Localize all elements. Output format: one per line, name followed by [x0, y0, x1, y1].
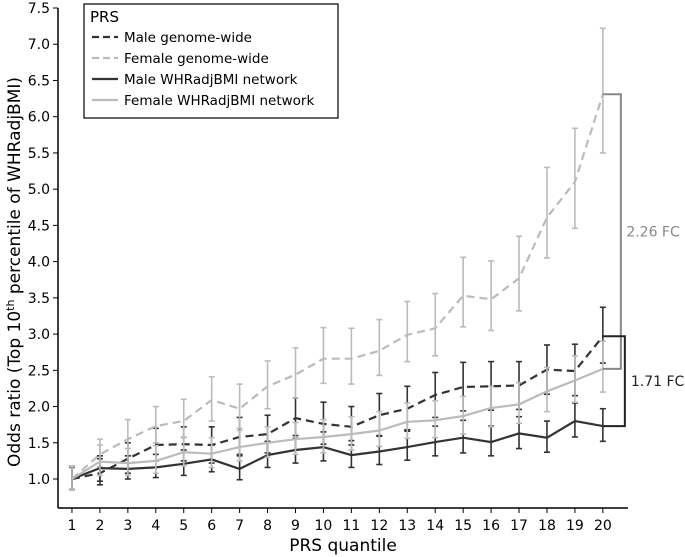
y-axis-title: Odds ratio (Top 10th percentile of WHRad…	[4, 77, 25, 467]
x-tick-label: 10	[315, 518, 333, 534]
x-tick-label: 12	[370, 518, 388, 534]
series-line	[71, 335, 604, 481]
y-tick-label: 1.5	[28, 436, 50, 452]
series-line	[71, 367, 604, 480]
x-tick-label: 17	[510, 518, 528, 534]
legend-items: Male genome-wide Female genome-wide Male W…	[92, 30, 314, 109]
y-ticks: 1.0 1.5 2.0 2.5 3.0 3.5 4.0 4.5 5.0 5.5 6.0 6.5 7.0 7…	[28, 1, 58, 488]
legend-item: Male WHRadjBMI network	[92, 72, 298, 88]
x-tick-label: 14	[426, 518, 444, 534]
y-tick-label: 2.0	[28, 400, 50, 416]
x-tick-label: 2	[95, 518, 104, 534]
y-tick-label: 6.0	[28, 110, 50, 126]
x-tick-label: 19	[566, 518, 584, 534]
y-tick-label: 7.5	[28, 1, 50, 17]
x-ticks: 1 2 3 4 5 6 7 8 9 10 11 12 13 14 15 16 17 18 19 20	[68, 508, 612, 534]
x-tick-label: 20	[594, 518, 612, 534]
legend-item: Female WHRadjBMI network	[92, 93, 314, 109]
x-tick-label: 13	[398, 518, 416, 534]
y-axis-title-superscript: th	[4, 300, 17, 311]
x-tick-label: 9	[291, 518, 300, 534]
series-male-whradjbmi-network	[68, 402, 606, 490]
y-tick-label: 2.5	[28, 363, 50, 379]
y-tick-label: 4.0	[28, 255, 50, 271]
bracket-line	[602, 93, 622, 370]
y-tick-label: 5.0	[28, 182, 50, 198]
series-line	[71, 419, 604, 481]
x-tick-label: 3	[123, 518, 132, 534]
legend-item: Female genome-wide	[92, 51, 269, 67]
x-tick-label: 15	[454, 518, 472, 534]
x-tick-label: 18	[538, 518, 556, 534]
x-axis-title: PRS quantile	[289, 536, 397, 556]
y-tick-label: 1.0	[28, 472, 50, 488]
legend-label: Male WHRadjBMI network	[124, 72, 298, 88]
x-tick-label: 7	[235, 518, 244, 534]
legend-label: Female genome-wide	[124, 51, 269, 67]
series-layer	[68, 27, 606, 491]
x-tick-label: 4	[151, 518, 160, 534]
series-female-whradjbmi-network	[68, 340, 606, 490]
fold-change-label: 1.71 FC	[631, 374, 685, 390]
legend-item: Male genome-wide	[92, 30, 252, 46]
x-tick-label: 1	[68, 518, 77, 534]
fold-change-label: 2.26 FC	[626, 225, 680, 241]
bracket-line	[602, 335, 626, 428]
legend-label: Female WHRadjBMI network	[124, 93, 314, 109]
legend-title: PRS	[90, 8, 119, 26]
fold-change-bracket: 1.71 FC	[602, 335, 685, 428]
x-tick-label: 6	[207, 518, 216, 534]
legend-box	[83, 3, 339, 119]
y-tick-label: 3.5	[28, 291, 50, 307]
legend-label: Male genome-wide	[124, 30, 252, 46]
series-line	[71, 93, 604, 480]
fold-change-bracket: 2.26 FC	[602, 93, 680, 370]
y-tick-label: 4.5	[28, 218, 50, 234]
y-tick-label: 7.0	[28, 37, 50, 53]
x-tick-label: 8	[263, 518, 272, 534]
x-tick-label: 16	[482, 518, 500, 534]
axes: 1.0 1.5 2.0 2.5 3.0 3.5 4.0 4.5 5.0 5.5 6.0 6.5 7.0 7…	[28, 1, 628, 534]
y-axis-title-prefix: Odds ratio (Top 10	[5, 311, 25, 467]
x-tick-label: 11	[342, 518, 360, 534]
y-tick-label: 6.5	[28, 73, 50, 89]
x-tick-label: 5	[179, 518, 188, 534]
y-tick-label: 3.0	[28, 327, 50, 343]
fold-change-annotations: 2.26 FC 1.71 FC	[602, 93, 685, 428]
y-axis-title-suffix: percentile of WHRadjBMI)	[5, 77, 25, 300]
y-tick-label: 5.5	[28, 146, 50, 162]
